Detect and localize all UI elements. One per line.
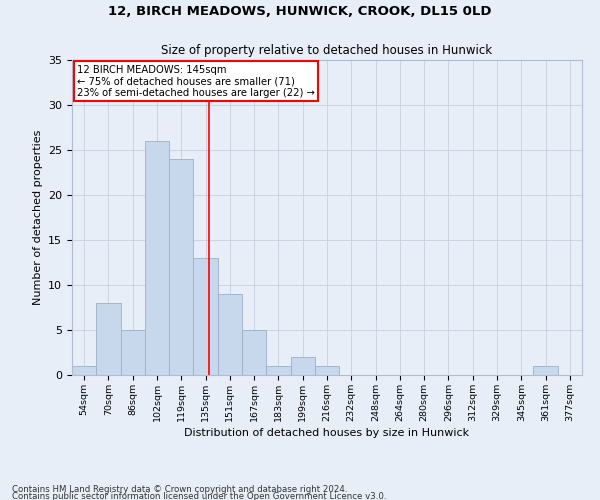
Bar bbox=[242, 330, 266, 375]
Bar bbox=[96, 303, 121, 375]
Bar bbox=[218, 294, 242, 375]
Text: Contains public sector information licensed under the Open Government Licence v3: Contains public sector information licen… bbox=[12, 492, 386, 500]
Bar bbox=[533, 366, 558, 375]
Text: 12, BIRCH MEADOWS, HUNWICK, CROOK, DL15 0LD: 12, BIRCH MEADOWS, HUNWICK, CROOK, DL15 … bbox=[108, 5, 492, 18]
Title: Size of property relative to detached houses in Hunwick: Size of property relative to detached ho… bbox=[161, 44, 493, 58]
Bar bbox=[290, 357, 315, 375]
Bar bbox=[145, 141, 169, 375]
Bar bbox=[315, 366, 339, 375]
Bar bbox=[121, 330, 145, 375]
X-axis label: Distribution of detached houses by size in Hunwick: Distribution of detached houses by size … bbox=[184, 428, 470, 438]
Text: Contains HM Land Registry data © Crown copyright and database right 2024.: Contains HM Land Registry data © Crown c… bbox=[12, 486, 347, 494]
Y-axis label: Number of detached properties: Number of detached properties bbox=[32, 130, 43, 305]
Bar bbox=[193, 258, 218, 375]
Bar bbox=[72, 366, 96, 375]
Bar bbox=[266, 366, 290, 375]
Text: 12 BIRCH MEADOWS: 145sqm
← 75% of detached houses are smaller (71)
23% of semi-d: 12 BIRCH MEADOWS: 145sqm ← 75% of detach… bbox=[77, 64, 315, 98]
Bar bbox=[169, 159, 193, 375]
